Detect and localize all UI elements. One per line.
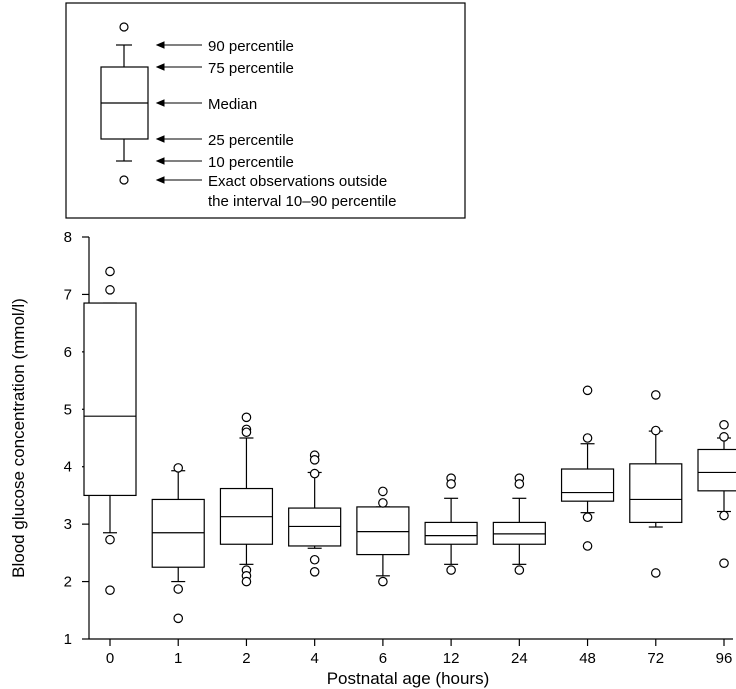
outlier-point — [105, 266, 115, 277]
box-group — [151, 463, 205, 624]
x-tick-label: 12 — [443, 650, 460, 667]
outlier-point — [309, 455, 320, 465]
outlier-point — [309, 468, 320, 479]
x-tick-label: 4 — [310, 650, 318, 667]
legend-label-outside-1: Exact observations outside — [208, 173, 387, 190]
outlier-point — [173, 584, 184, 594]
y-axis-title: Blood glucose concentration (mmol/l) — [9, 298, 28, 578]
box-body — [697, 448, 736, 492]
legend-sample-box — [100, 22, 149, 185]
y-tick-label: 8 — [64, 229, 72, 246]
legend-frame — [65, 2, 466, 219]
legend: 90 percentile 75 percentile Median 25 pe… — [65, 2, 466, 219]
outlier-point — [446, 479, 456, 489]
box-group — [492, 473, 546, 575]
box-body — [83, 302, 137, 497]
x-axis-ticks: 0 1 2 4 6 12 24 48 72 96 — [106, 639, 733, 667]
outlier-point — [582, 512, 593, 523]
y-tick-label: 7 — [64, 286, 72, 303]
legend-outlier-bottom — [119, 175, 129, 185]
outlier-point — [309, 567, 320, 577]
outlier-point — [105, 534, 115, 545]
legend-arrows — [155, 41, 202, 184]
box-body — [424, 521, 478, 545]
x-tick-label: 48 — [579, 650, 596, 667]
box-group — [356, 486, 410, 587]
outlier-point — [719, 558, 729, 568]
legend-label-p90: 90 percentile — [208, 38, 294, 55]
outlier-point — [582, 385, 593, 396]
box-group — [288, 450, 342, 577]
outlier-point — [719, 419, 729, 430]
outlier-point — [173, 613, 184, 624]
y-tick-label: 5 — [64, 401, 72, 418]
outlier-point — [241, 576, 252, 587]
outlier-point — [173, 463, 184, 473]
x-axis-title: Postnatal age (hours) — [327, 669, 490, 688]
legend-label-outside-2: the interval 10–90 percentile — [208, 193, 396, 210]
box-body — [356, 506, 410, 556]
box-group — [83, 266, 137, 595]
legend-label-p10: 10 percentile — [208, 154, 294, 171]
outlier-point — [446, 565, 456, 575]
x-tick-label: 6 — [379, 650, 387, 667]
outlier-point — [514, 479, 525, 489]
y-tick-label: 1 — [64, 631, 72, 648]
legend-label-median: Median — [208, 96, 257, 113]
box-group — [697, 419, 736, 568]
outlier-point — [719, 510, 729, 521]
x-tick-label: 72 — [647, 650, 664, 667]
outlier-point — [241, 427, 252, 438]
box-group — [560, 385, 615, 551]
outlier-point — [514, 565, 525, 575]
outlier-point — [378, 498, 388, 508]
x-tick-label: 24 — [511, 650, 528, 667]
legend-outlier-top — [119, 22, 129, 32]
outlier-point — [582, 541, 593, 551]
outlier-point — [105, 285, 115, 295]
y-tick-label: 6 — [64, 344, 72, 361]
box-group — [424, 473, 478, 575]
box-group — [629, 390, 683, 578]
outlier-point — [241, 412, 252, 423]
outlier-point — [105, 585, 115, 595]
x-tick-label: 0 — [106, 650, 114, 667]
outlier-point — [309, 554, 320, 565]
legend-label-p75: 75 percentile — [208, 60, 294, 77]
box-series — [83, 266, 736, 624]
y-tick-label: 4 — [64, 459, 72, 476]
x-tick-label: 2 — [242, 650, 250, 667]
outlier-point — [378, 486, 388, 497]
outlier-point — [719, 432, 729, 442]
outlier-point — [378, 576, 388, 587]
y-tick-label: 2 — [64, 574, 72, 591]
x-tick-label: 1 — [174, 650, 182, 667]
box-body — [629, 463, 683, 524]
y-tick-label: 3 — [64, 516, 72, 533]
outlier-point — [650, 568, 661, 578]
x-tick-label: 96 — [716, 650, 733, 667]
box-body — [560, 468, 615, 502]
outlier-point — [582, 433, 593, 443]
box-group — [219, 412, 274, 587]
legend-label-p25: 25 percentile — [208, 132, 294, 149]
outlier-point — [650, 390, 661, 400]
outlier-point — [650, 425, 661, 436]
